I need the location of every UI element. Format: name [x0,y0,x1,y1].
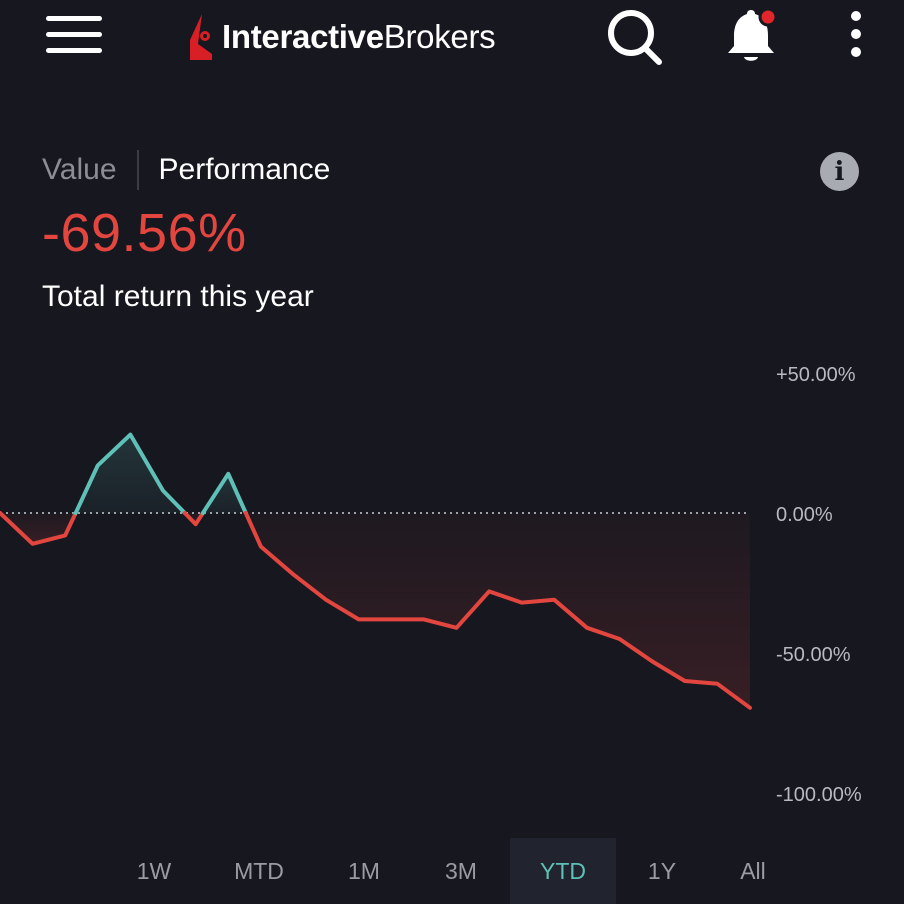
top-bar: InteractiveBrokers [0,0,904,90]
chart-point-7 [226,472,230,476]
chart-point-4 [128,433,132,437]
logo-wordmark: InteractiveBrokers [222,18,496,56]
chart-point-3 [96,463,100,467]
view-toggle: Value Performance [42,148,330,192]
logo-text-bold: Interactive [222,18,384,55]
chart-point-9 [292,573,296,577]
chart-point-22 [715,682,719,686]
chart-point-15 [487,589,491,593]
chart-point-17 [552,598,556,602]
logo-text-regular: Brokers [383,18,496,55]
range-1m[interactable]: 1M [348,857,380,884]
chart-point-19 [618,637,622,641]
chart-area-fill-3 [202,473,246,513]
chart-area-fill-0 [0,513,76,544]
y-axis-tick-label-1: 0.00% [776,504,833,526]
more-options-icon[interactable] [838,8,874,64]
total-return-label: Total return this year [42,280,314,313]
chart-area-fill-1 [75,434,185,513]
chart-point-14 [455,626,459,630]
chart-point-5 [161,489,165,493]
tab-value[interactable]: Value [42,153,117,186]
y-axis-tick-label-0: +50.00% [776,364,856,386]
chart-point-6 [194,522,198,526]
tab-divider [136,150,139,190]
chart-series-line-4 [243,511,752,710]
info-icon[interactable]: i [820,152,859,191]
notification-badge [758,7,778,27]
chart-series-line-1 [73,432,187,515]
range-mtd[interactable]: MTD [234,857,284,884]
chart-area-fill-4 [245,513,751,708]
time-range-selector: 1W MTD 1M 3M YTD 1Y All [0,838,904,904]
ib-logo-mark-icon [190,14,212,60]
y-axis-tick-label-2: -50.00% [776,644,851,666]
chart-point-8 [259,545,263,549]
chart-point-20 [650,659,654,663]
chart-point-11 [357,617,361,621]
range-1w[interactable]: 1W [136,857,172,884]
chart-point-18 [585,626,589,630]
chart-point-21 [683,679,687,683]
tab-performance[interactable]: Performance [158,153,331,186]
chart-point-2 [63,533,67,537]
hamburger-menu-icon[interactable] [46,14,102,56]
range-1y[interactable]: 1Y [647,857,677,884]
y-axis-tick-label-3: -100.00% [776,784,862,806]
range-all[interactable]: All [740,857,766,884]
chart-point-1 [31,542,35,546]
chart-point-10 [324,598,328,602]
notification-bell-icon[interactable] [722,6,782,66]
range-ytd[interactable]: YTD [510,838,616,904]
chart-point-13 [422,617,426,621]
range-3m[interactable]: 3M [445,857,477,884]
chart-point-23 [748,706,752,710]
brand-logo: InteractiveBrokers [188,12,496,62]
chart-point-12 [389,617,393,621]
chart-series-line-0 [0,511,78,546]
performance-chart[interactable]: +50.00% 0.00% -50.00% -100.00% [0,340,904,820]
chart-point-16 [520,601,524,605]
total-return-value: -69.56% [42,203,247,263]
chart-series-line-3 [200,471,248,515]
search-icon[interactable] [605,8,665,68]
chart-series-line-2 [182,511,205,527]
